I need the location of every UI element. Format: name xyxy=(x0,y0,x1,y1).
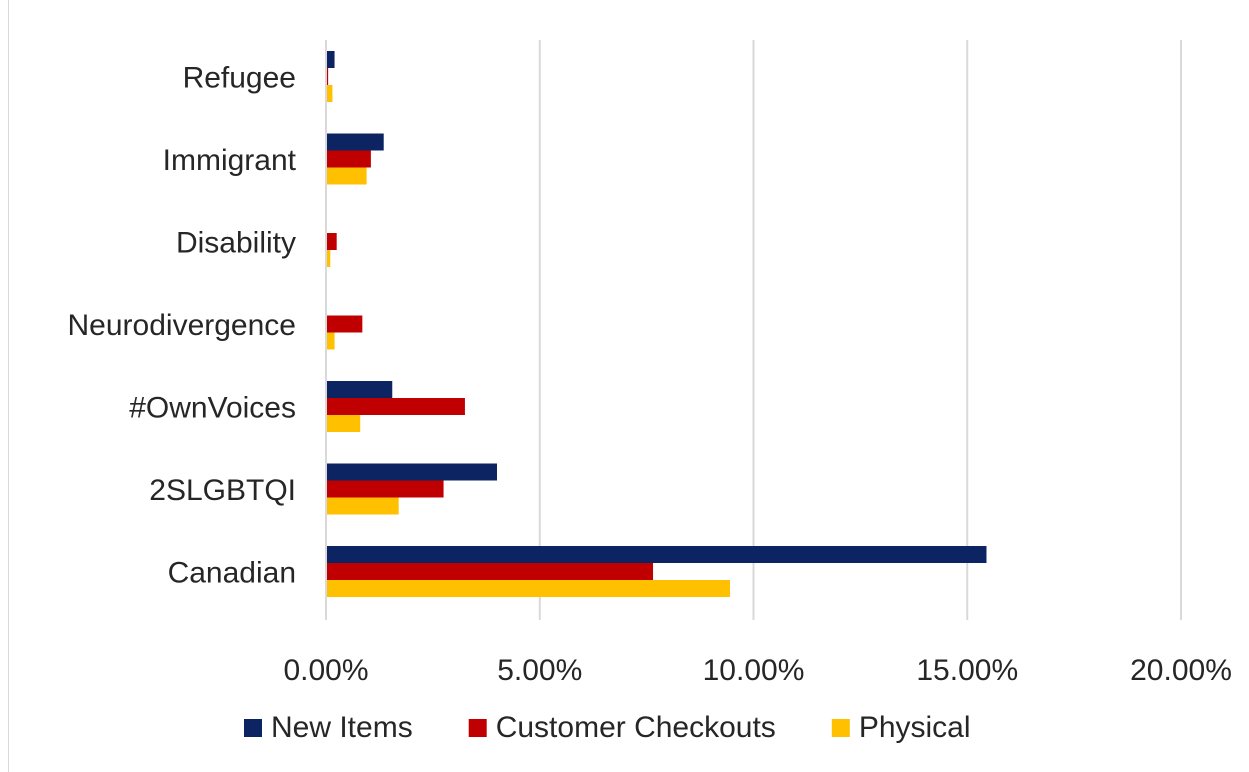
x-tick-label: 5.00% xyxy=(497,654,582,687)
category-label: Neurodivergence xyxy=(68,309,296,342)
category-label: Immigrant xyxy=(163,144,297,177)
bar-canadian-customer-checkouts xyxy=(326,563,654,580)
bar-ownvoices-new-items xyxy=(326,381,393,398)
bar-ownvoices-customer-checkouts xyxy=(326,398,465,415)
legend-item-customer-checkouts: Customer Checkouts xyxy=(468,711,776,744)
bars xyxy=(326,51,987,597)
category-label: Refugee xyxy=(183,62,296,95)
bar-immigrant-new-items xyxy=(326,133,384,151)
bar-2slgbtqi-customer-checkouts xyxy=(326,480,444,498)
legend-swatch xyxy=(831,719,850,737)
bar-refugee-customer-checkouts xyxy=(326,68,329,85)
x-tick-label: 15.00% xyxy=(916,654,1018,687)
category-label: Disability xyxy=(176,227,296,260)
bar-2slgbtqi-physical xyxy=(326,497,399,515)
bar-disability-physical xyxy=(326,250,331,267)
x-tick-label: 20.00% xyxy=(1130,654,1232,687)
bar-refugee-physical xyxy=(326,85,333,102)
category-label: 2SLGBTQI xyxy=(149,474,296,507)
frame-border xyxy=(8,0,9,772)
x-tick-label: 10.00% xyxy=(703,654,805,687)
bar-canadian-physical xyxy=(326,580,730,597)
legend-label: New Items xyxy=(271,711,413,744)
legend-swatch xyxy=(244,719,262,737)
x-tick-label: 0.00% xyxy=(283,654,368,687)
bar-immigrant-physical xyxy=(326,167,367,185)
legend-swatch xyxy=(468,719,487,737)
bar-ownvoices-physical xyxy=(326,415,361,432)
bar-neurodivergence-customer-checkouts xyxy=(326,315,363,333)
bar-immigrant-customer-checkouts xyxy=(326,150,371,168)
bar-refugee-new-items xyxy=(326,51,335,68)
legend-label: Customer Checkouts xyxy=(496,711,776,744)
legend-item-new-items: New Items xyxy=(244,711,413,744)
category-label: Canadian xyxy=(168,557,296,590)
gridlines xyxy=(538,40,1182,620)
bar-canadian-new-items xyxy=(326,546,987,563)
category-labels: Refugee Immigrant Disability Neurodivergenc… xyxy=(68,62,297,590)
category-label: #OwnVoices xyxy=(129,392,296,425)
legend: New Items Customer Checkouts Physical xyxy=(244,711,971,744)
bar-disability-customer-checkouts xyxy=(326,233,337,250)
x-tick-labels: 0.00% 5.00% 10.00% 15.00% 20.00% xyxy=(283,654,1231,687)
legend-label: Physical xyxy=(859,711,971,744)
bar-neurodivergence-physical xyxy=(326,332,335,350)
legend-item-physical: Physical xyxy=(831,711,971,744)
bar-2slgbtqi-new-items xyxy=(326,463,497,481)
